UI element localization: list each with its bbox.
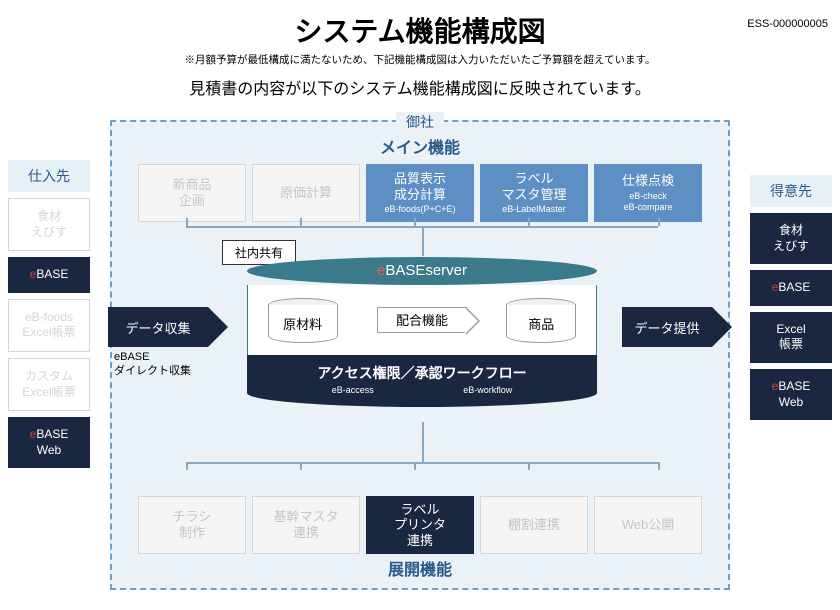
customer-header: 得意先 [750,175,832,207]
main-section-title: メイン機能 [112,134,728,158]
blend-arrow: 配合機能 [377,307,467,333]
budget-note: ※月額予算が最低構成に満たないため、下記機能構成図は入力いただいたご予算額を超え… [0,52,840,67]
supplier-item-2: eB-foodsExcel帳票 [8,299,90,352]
cylinder-raw: 原材料 [268,298,338,343]
supplier-item-3: カスタムExcel帳票 [8,358,90,411]
server-access: アクセス権限／承認ワークフロー eB-accesseB-workflow [247,355,597,407]
bottom-fn-3: 棚割連携 [480,496,588,554]
data-collect-arrow: データ収集 [108,307,208,347]
bottom-fn-4: Web公開 [594,496,702,554]
company-frame: 御社 メイン機能 新商品企画原価計算品質表示成分計算eB-foods(P+C+E… [110,120,730,590]
top-functions-row: 新商品企画原価計算品質表示成分計算eB-foods(P+C+E)ラベルマスタ管理… [112,158,728,228]
frame-label: 御社 [396,112,444,132]
data-provide-arrow: データ提供 [622,307,712,347]
diagram-area: 仕入先 食材えびす eBASE eB-foodsExcel帳票カスタムExcel帳票… [0,120,840,600]
bottom-fn-0: チラシ制作 [138,496,246,554]
supplier-item-1: eBASE [8,257,90,293]
top-fn-0: 新商品企画 [138,164,246,222]
bottom-fn-2: ラベルプリンタ連携 [366,496,474,554]
customer-item-2: Excel帳票 [750,312,832,363]
customer-item-3: eBASEWeb [750,369,832,420]
expand-section-title: 展開機能 [112,556,728,580]
supplier-item-4: eBASEWeb [8,417,90,468]
customer-item-0: 食材えびす [750,213,832,264]
top-fn-2: 品質表示成分計算eB-foods(P+C+E) [366,164,474,222]
supplier-header: 仕入先 [8,160,90,192]
customer-column: 得意先 食材えびす eBASE Excel帳票 eBASEWeb [750,175,832,426]
cylinder-product: 商品 [506,298,576,343]
doc-id: ESS-000000005 [747,18,828,30]
supplier-item-0: 食材えびす [8,198,90,251]
customer-item-1: eBASE [750,270,832,306]
page-title: システム機能構成図 [0,10,840,50]
bottom-fn-1: 基幹マスタ連携 [252,496,360,554]
top-fn-1: 原価計算 [252,164,360,222]
subtitle: 見積書の内容が以下のシステム機能構成図に反映されています。 [0,75,840,99]
server-name: eBASEserver [247,257,597,285]
supplier-column: 仕入先 食材えびす eBASE eB-foodsExcel帳票カスタムExcel帳票… [8,160,90,474]
server-block: eBASEserver 原材料 配合機能 商品 アクセス権限／承認ワークフロー … [247,257,597,417]
server-mid: 原材料 配合機能 商品 [247,285,597,355]
top-fn-3: ラベルマスタ管理eB-LabelMaster [480,164,588,222]
data-collect-sub: eBASEダイレクト収集 [114,350,191,379]
bottom-functions-row: チラシ制作基幹マスタ連携ラベルプリンタ連携棚割連携Web公開 [132,496,708,554]
top-fn-4: 仕様点検eB-checkeB-compare [594,164,702,222]
